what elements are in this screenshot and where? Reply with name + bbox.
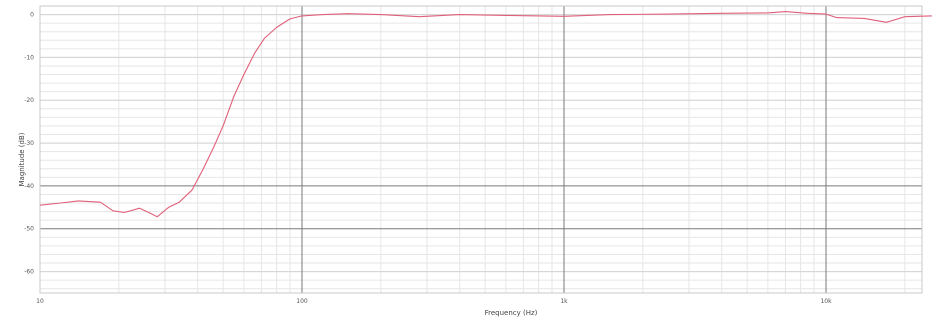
y-tick-labels: 0 -10 -20 -30 -40 -50 -60 xyxy=(24,12,34,276)
y-tick-label: -10 xyxy=(24,54,34,61)
y-tick-label: 0 xyxy=(30,12,34,19)
series-line-0 xyxy=(39,11,932,218)
x-tick-label: 1k xyxy=(560,298,568,305)
x-axis-title: Frequency (Hz) xyxy=(485,309,538,317)
y-axis-title: Magnitude (dB) xyxy=(18,132,26,186)
minor-grid xyxy=(40,5,922,293)
plot-frame xyxy=(39,5,923,294)
x-tick-labels: 10 100 1k 10k xyxy=(36,298,832,305)
y-tick-label: -50 xyxy=(24,226,34,233)
y-tick-label: -60 xyxy=(24,269,34,276)
y-tick-label: -20 xyxy=(24,97,34,104)
x-tick-label: 10 xyxy=(36,298,44,305)
major-grid xyxy=(39,6,922,293)
x-tick-label: 100 xyxy=(296,298,308,305)
series-layer xyxy=(39,11,932,218)
y-tick-label: -40 xyxy=(24,183,34,190)
y-tick-label: -30 xyxy=(24,140,34,147)
x-tick-label: 10k xyxy=(820,298,832,305)
